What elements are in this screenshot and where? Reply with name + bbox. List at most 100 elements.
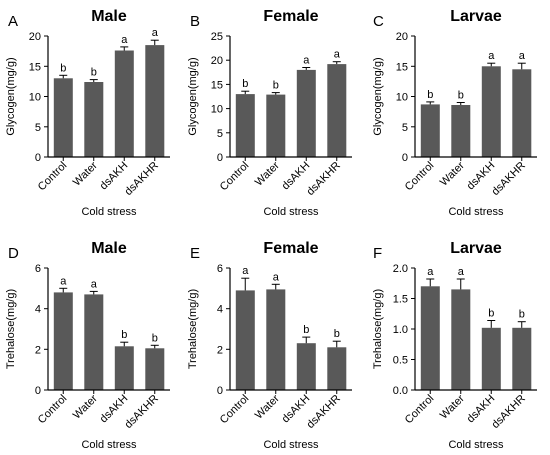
y-tick-label: 2: [35, 344, 41, 356]
y-tick-label: 15: [29, 61, 41, 73]
bar-water: [84, 294, 104, 390]
y-tick-label: 5: [35, 122, 41, 134]
y-tick-label: 0: [35, 152, 41, 164]
chart-panel-f: F Larvae a a b b 0.0 0.5 1.0 1.5 2.0 Trehalose(mg/g…: [372, 240, 537, 451]
chart-panel-d: D Male a a b b 0 2 4 6 Trehalose(mg/g) Control Water…: [5, 240, 170, 451]
bar-control: [420, 286, 440, 390]
x-axis-title: Cold stress: [81, 206, 137, 218]
bar-dsakh: [481, 327, 501, 390]
bar-dsakhr: [512, 327, 532, 390]
significance-letter: b: [121, 329, 127, 341]
chart-panel-a: A Male b b a a 0 5 10 15 20 Glycogen(mg/g) Control Wa…: [5, 8, 170, 218]
x-tick-label-water: Water: [253, 392, 282, 421]
x-tick-label-dsakhr: dsAKHR: [305, 393, 343, 431]
significance-letter: a: [519, 50, 526, 62]
significance-letter: a: [91, 278, 98, 290]
y-axis-title: Trehalose(mg/g): [187, 289, 199, 369]
x-tick-label-water: Water: [71, 159, 100, 188]
x-tick-label-dsakhr: dsAKHR: [490, 393, 528, 431]
bar-dsakhr: [145, 45, 165, 157]
y-tick-label: 2.0: [393, 263, 408, 275]
y-tick-label: 0: [217, 152, 223, 164]
y-tick-label: 4: [35, 304, 41, 316]
y-tick-label: 15: [396, 61, 408, 73]
bar-control: [53, 292, 73, 390]
bar-dsakhr: [327, 64, 347, 157]
x-tick-label-dsakhr: dsAKHR: [490, 160, 528, 198]
x-tick-label-control: Control: [36, 393, 70, 427]
significance-letter: b: [242, 78, 248, 90]
significance-letter: a: [488, 50, 495, 62]
significance-letter: a: [427, 266, 434, 278]
x-tick-label-dsakhr: dsAKHR: [123, 393, 161, 431]
x-axis-title: Cold stress: [448, 439, 504, 451]
bar-control: [53, 78, 73, 157]
x-tick-label-water: Water: [438, 159, 467, 188]
x-axis-title: Cold stress: [81, 439, 137, 451]
significance-letter: b: [60, 62, 66, 74]
y-tick-label: 10: [29, 92, 41, 104]
x-tick-label-water: Water: [253, 159, 282, 188]
significance-letter: a: [273, 271, 280, 283]
chart-title: Larvae: [450, 240, 502, 257]
significance-letter: a: [334, 49, 341, 61]
y-tick-label: 6: [35, 263, 41, 275]
significance-letter: a: [303, 55, 310, 67]
bar-dsakh: [114, 50, 134, 157]
y-tick-label: 20: [211, 55, 223, 67]
panel-letter: A: [8, 13, 18, 30]
bar-control: [235, 94, 255, 157]
bar-control: [235, 290, 255, 390]
bar-dsakh: [114, 346, 134, 390]
y-tick-label: 25: [211, 31, 223, 43]
x-tick-label-control: Control: [403, 393, 437, 427]
significance-letter: b: [488, 308, 494, 320]
y-axis-title: Trehalose(mg/g): [372, 289, 384, 369]
chart-panel-e: E Female a a b b 0 2 4 6 Trehalose(mg/g) Control Wat…: [187, 240, 352, 451]
y-tick-label: 20: [29, 31, 41, 43]
bar-dsakhr: [145, 348, 165, 390]
y-tick-label: 5: [217, 128, 223, 140]
bar-water: [266, 94, 286, 157]
significance-letter: b: [334, 328, 340, 340]
bar-control: [420, 104, 440, 157]
significance-letter: a: [152, 27, 159, 39]
bar-dsakh: [296, 69, 316, 157]
y-tick-label: 1.5: [393, 294, 408, 306]
x-axis-title: Cold stress: [263, 439, 319, 451]
panel-letter: B: [190, 13, 200, 30]
x-axis-title: Cold stress: [263, 206, 319, 218]
chart-title: Male: [91, 240, 127, 257]
chart-title: Male: [91, 8, 127, 25]
y-tick-label: 0: [402, 152, 408, 164]
chart-title: Larvae: [450, 8, 502, 25]
x-tick-label-dsakhr: dsAKHR: [305, 160, 343, 198]
x-tick-label-control: Control: [36, 160, 70, 194]
bar-dsakhr: [512, 69, 532, 157]
x-tick-label-water: Water: [438, 392, 467, 421]
y-tick-label: 10: [211, 104, 223, 116]
y-tick-label: 0.5: [393, 355, 408, 367]
bar-water: [451, 105, 471, 157]
chart-panel-b: B Female b b a a 0 5 10 15 20 25 Glycogen(mg/g) Contr…: [187, 8, 352, 218]
significance-letter: b: [303, 324, 309, 336]
bar-dsakh: [481, 66, 501, 158]
y-axis-title: Glycogen(mg/g): [372, 57, 384, 135]
significance-letter: b: [427, 89, 433, 101]
x-tick-label-dsakhr: dsAKHR: [123, 160, 161, 198]
x-axis-title: Cold stress: [448, 206, 504, 218]
bar-water: [451, 289, 471, 390]
significance-letter: a: [121, 34, 128, 46]
significance-letter: a: [458, 266, 465, 278]
y-tick-label: 20: [396, 31, 408, 43]
y-tick-label: 10: [396, 92, 408, 104]
x-tick-label-control: Control: [403, 160, 437, 194]
y-tick-label: 4: [217, 304, 223, 316]
x-tick-label-water: Water: [71, 392, 100, 421]
chart-title: Female: [263, 8, 318, 25]
significance-letter: b: [458, 90, 464, 102]
significance-letter: b: [91, 67, 97, 79]
bar-water: [266, 289, 286, 390]
panel-letter: E: [190, 245, 200, 262]
